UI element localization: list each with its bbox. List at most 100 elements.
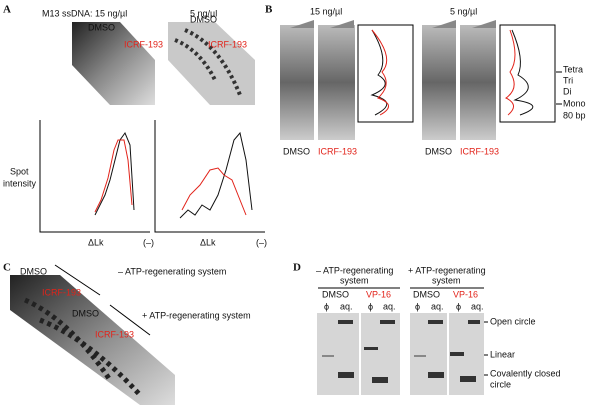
label: M13 ssDNA: 15 ng/µl: [42, 8, 127, 18]
label: DMSO: [283, 146, 310, 156]
panel-d: D – ATP-regenerating system + ATP-regene…: [293, 262, 561, 395]
label: aq.: [471, 301, 484, 311]
panel-c: C DMSO – ATP-regenerating system ICRF-19…: [3, 262, 251, 405]
label: C: [3, 262, 11, 274]
label: ICRF-193: [124, 39, 163, 49]
label: 15 ng/µl: [310, 6, 342, 16]
wedge: [432, 20, 456, 28]
label: Spot: [10, 166, 29, 176]
gel-bands-part: [428, 372, 444, 378]
gel-lanes: [422, 25, 456, 140]
label: – ATP-regenerating: [316, 265, 393, 275]
gel-bands-part: [450, 352, 464, 356]
label: ICRF-193: [95, 329, 134, 339]
gel-bands-part: [428, 320, 443, 324]
label: ΔLk: [200, 237, 216, 247]
rule-line: [109, 304, 151, 336]
profile: [511, 29, 534, 116]
gel-2d: [72, 22, 155, 105]
label: aq.: [431, 301, 444, 311]
wedge: [330, 20, 354, 28]
label: DMSO: [413, 289, 440, 299]
gel-bands-part: [468, 320, 480, 324]
label: 5 ng/µl: [190, 8, 217, 18]
label: A: [3, 4, 11, 16]
label: ϕ: [415, 301, 420, 311]
label: DMSO: [425, 146, 452, 156]
gel-arc: [23, 297, 142, 397]
wedge: [472, 20, 496, 28]
gel-bands-part: [414, 355, 426, 357]
profile: [505, 29, 516, 116]
curve-icrf: [181, 167, 247, 216]
label: Open circle: [490, 316, 536, 326]
label: DMSO: [72, 308, 99, 318]
label: Di: [563, 86, 572, 96]
label: ϕ: [368, 301, 373, 311]
panel-a: A M13 ssDNA: 15 ng/µl 5 ng/µl DMSO ICRF-…: [3, 4, 267, 248]
gel-bands-part: [338, 320, 353, 324]
gel-bands: [322, 320, 480, 383]
label: ϕ: [324, 301, 329, 311]
label: ICRF-193: [460, 146, 499, 156]
curve-dmso: [179, 131, 253, 219]
gel-bands-part: [364, 347, 378, 350]
gel-arc: [174, 28, 242, 96]
gel-2d: [10, 275, 175, 405]
label: ϕ: [456, 301, 461, 311]
label: VP-16: [453, 289, 478, 299]
profile-box: [357, 24, 414, 123]
panel-b: B 15 ng/µl 5 ng/µl Tetra Tri Di Mono 80 …: [265, 4, 586, 157]
label: + ATP-regenerating: [408, 265, 486, 275]
label: intensity: [3, 178, 37, 188]
label: Tetra: [563, 64, 583, 74]
gel-lanes: [460, 25, 496, 140]
profile-box: [499, 24, 556, 123]
label: aq.: [383, 301, 396, 311]
label: Linear: [490, 349, 515, 359]
curve-dmso: [94, 131, 135, 216]
gel-lanes: [318, 25, 355, 140]
gel-bands-part: [460, 376, 476, 382]
rule-line: [54, 264, 101, 296]
label: + ATP-regenerating system: [142, 310, 251, 320]
profile: [371, 29, 389, 116]
label: aq.: [340, 301, 353, 311]
label: B: [265, 4, 273, 16]
label: VP-16: [366, 289, 391, 299]
gel-bands-part: [338, 372, 354, 378]
label: 80 bp: [563, 110, 586, 120]
gel-bands-part: [380, 320, 395, 324]
label: D: [293, 262, 301, 274]
axis: [154, 120, 265, 233]
label: ICRF-193: [42, 287, 81, 297]
label: Mono: [563, 98, 586, 108]
label: system: [432, 275, 461, 285]
label: (–): [256, 237, 267, 247]
label: system: [340, 275, 369, 285]
axis: [39, 120, 150, 233]
label: circle: [490, 379, 511, 389]
label: – ATP-regenerating system: [118, 266, 226, 276]
label: DMSO: [322, 289, 349, 299]
profile: [370, 29, 388, 116]
gel-2d: [168, 22, 255, 105]
label: DMSO: [88, 22, 115, 32]
wedge: [290, 20, 314, 28]
label: ΔLk: [88, 237, 104, 247]
label: DMSO: [20, 266, 47, 276]
label: 5 ng/µl: [450, 6, 477, 16]
gel-bands-part: [322, 355, 334, 357]
gel-bands-part: [372, 377, 388, 383]
label: ICRF-193: [318, 146, 357, 156]
label: Covalently closed: [490, 368, 561, 378]
label: DMSO: [190, 14, 217, 24]
label: ICRF-193: [208, 39, 247, 49]
curve-icrf: [94, 139, 133, 213]
label: (–): [143, 237, 154, 247]
gel-lanes: [280, 25, 314, 140]
label: Tri: [563, 75, 573, 85]
